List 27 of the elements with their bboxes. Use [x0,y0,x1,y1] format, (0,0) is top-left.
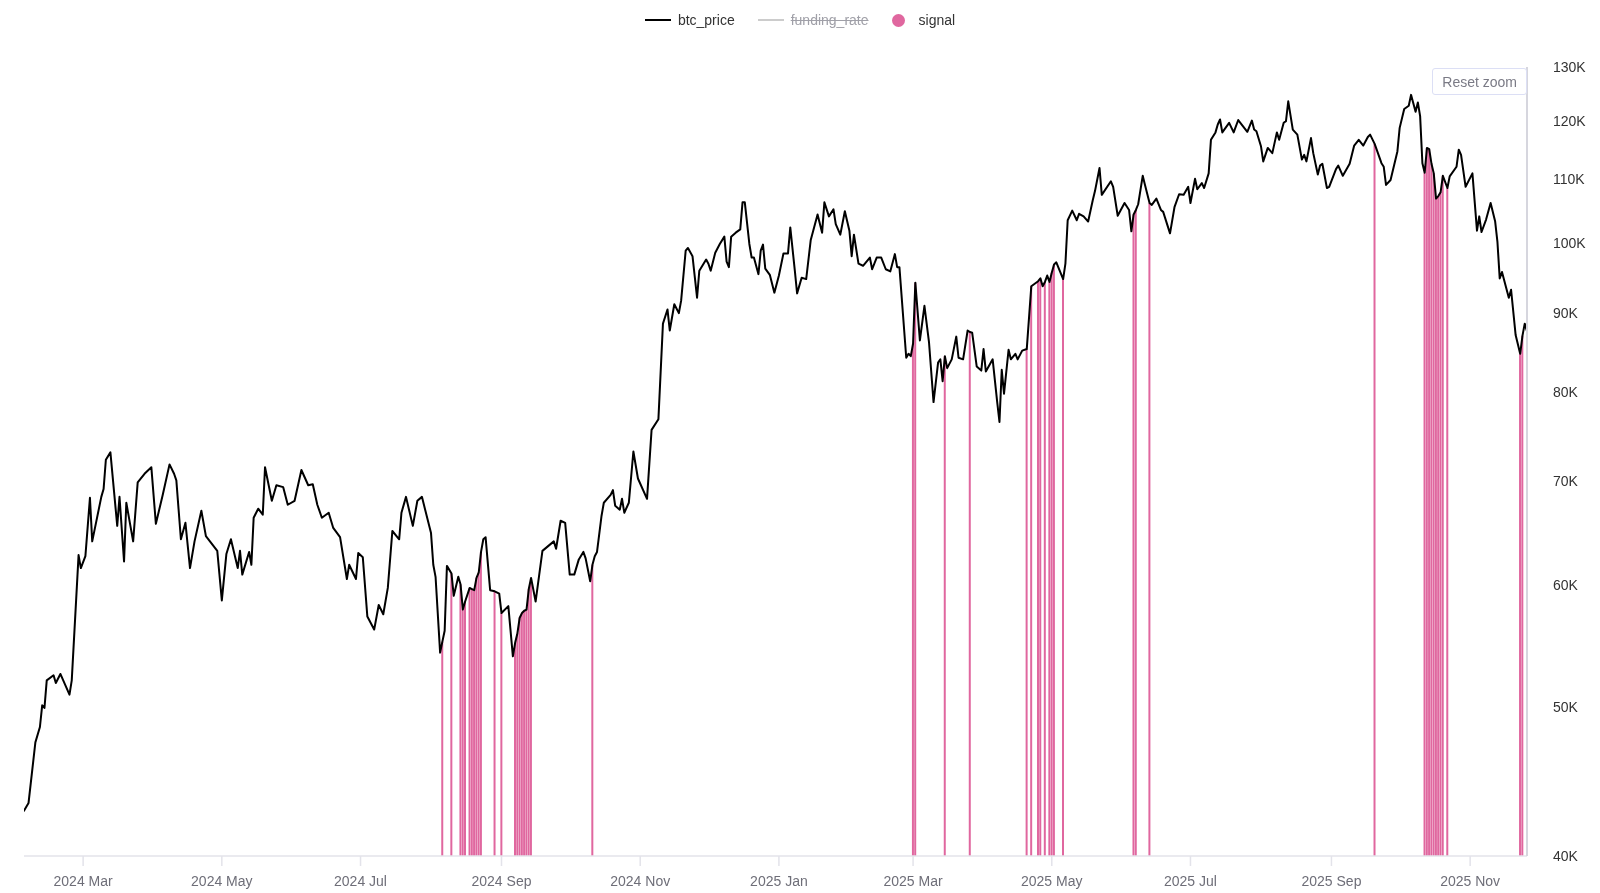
reset-zoom-button[interactable]: Reset zoom [1432,68,1527,95]
x-tick-label: 2024 Sep [471,872,532,889]
legend-label: funding_rate [790,12,869,28]
y-tick-label: 60K [1553,576,1579,593]
y-tick-label: 40K [1553,847,1579,864]
line-series [24,93,1527,812]
x-tick-label: 2025 Nov [1440,872,1501,889]
y-tick-label: 80K [1553,383,1579,400]
x-tick-label: 2024 May [191,872,253,889]
x-tick-label: 2025 Sep [1301,872,1362,889]
legend-label: signal [918,12,956,28]
y-tick-label: 100K [1553,234,1587,251]
y-tick-label: 50K [1553,698,1579,715]
y-tick-label: 120K [1553,112,1587,129]
x-tick-label: 2024 Nov [610,872,671,889]
x-tick-label: 2024 Jul [334,872,387,889]
y-tick-label: 110K [1553,170,1586,187]
x-tick-label: 2025 May [1021,872,1083,889]
y-tick-label: 90K [1553,305,1579,322]
x-tick-label: 2025 Jul [1164,872,1217,889]
x-tick-label: 2025 Mar [883,872,943,889]
y-tick-label: 70K [1553,473,1579,490]
x-tick-label: 2025 Jan [750,872,808,889]
x-tick-label: 2024 Mar [53,872,114,889]
annotation: Reset zoom [1442,73,1517,90]
legend-label: btc_price [677,12,735,28]
y-tick-label: 130K [1553,58,1587,75]
